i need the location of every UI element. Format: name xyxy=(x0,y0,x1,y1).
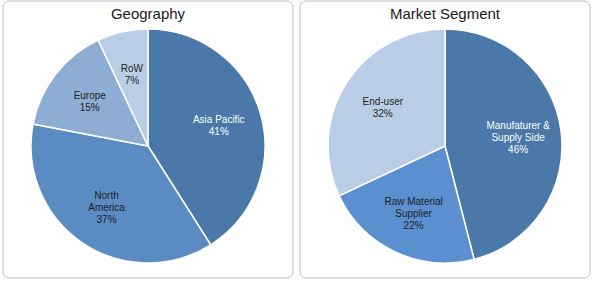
slice-value-label: 37% xyxy=(97,214,117,225)
label-line: Asia Pacific xyxy=(193,114,245,125)
pie-labels: Manufaturer &Supply Side46%Raw MaterialS… xyxy=(362,96,550,231)
label-line: North xyxy=(94,190,118,201)
label-line: RoW xyxy=(121,63,144,74)
label-line: Manufaturer & xyxy=(486,120,550,131)
chart-panel: Market Segment Manufaturer &Supply Side46… xyxy=(300,1,590,278)
slice-value-label: 7% xyxy=(125,75,140,86)
slice-value-label: 46% xyxy=(508,144,528,155)
label-line: Supplier xyxy=(395,208,432,219)
slice-category-label: Raw MaterialSupplier xyxy=(384,196,442,219)
chart-panel: Geography Asia Pacific41% NorthAmerica37% E… xyxy=(3,1,293,278)
chart-title: Geography xyxy=(111,5,186,22)
pie-slice xyxy=(98,29,148,146)
pie-slices xyxy=(31,29,265,263)
pie-slice xyxy=(328,29,445,196)
chart-title: Market Segment xyxy=(390,5,501,22)
slice-category-label: Europe xyxy=(74,90,107,101)
slice-value-label: 15% xyxy=(80,102,100,113)
panel-frame xyxy=(3,1,293,278)
pie-slice xyxy=(31,124,211,263)
slice-category-label: End-user xyxy=(362,96,403,107)
label-line: End-user xyxy=(362,96,403,107)
slice-value-label: 22% xyxy=(404,220,424,231)
slice-category-label: RoW xyxy=(121,63,144,74)
slice-category-label: Asia Pacific xyxy=(193,114,245,125)
label-line: America xyxy=(88,202,125,213)
slice-value-label: 41% xyxy=(209,126,229,137)
panel-frame xyxy=(300,1,590,278)
slice-category-label: Manufaturer &Supply Side xyxy=(486,120,550,143)
label-line: Supply Side xyxy=(491,132,545,143)
label-line: Europe xyxy=(74,90,107,101)
pie-labels: Asia Pacific41% NorthAmerica37% Europe15% R… xyxy=(74,63,245,225)
slice-value-label: 32% xyxy=(373,108,393,119)
pie-slices xyxy=(328,29,562,263)
slice-category-label: NorthAmerica xyxy=(88,190,125,213)
label-line: Raw Material xyxy=(384,196,442,207)
chart-canvas: Geography Asia Pacific41% NorthAmerica37% E… xyxy=(0,0,596,282)
